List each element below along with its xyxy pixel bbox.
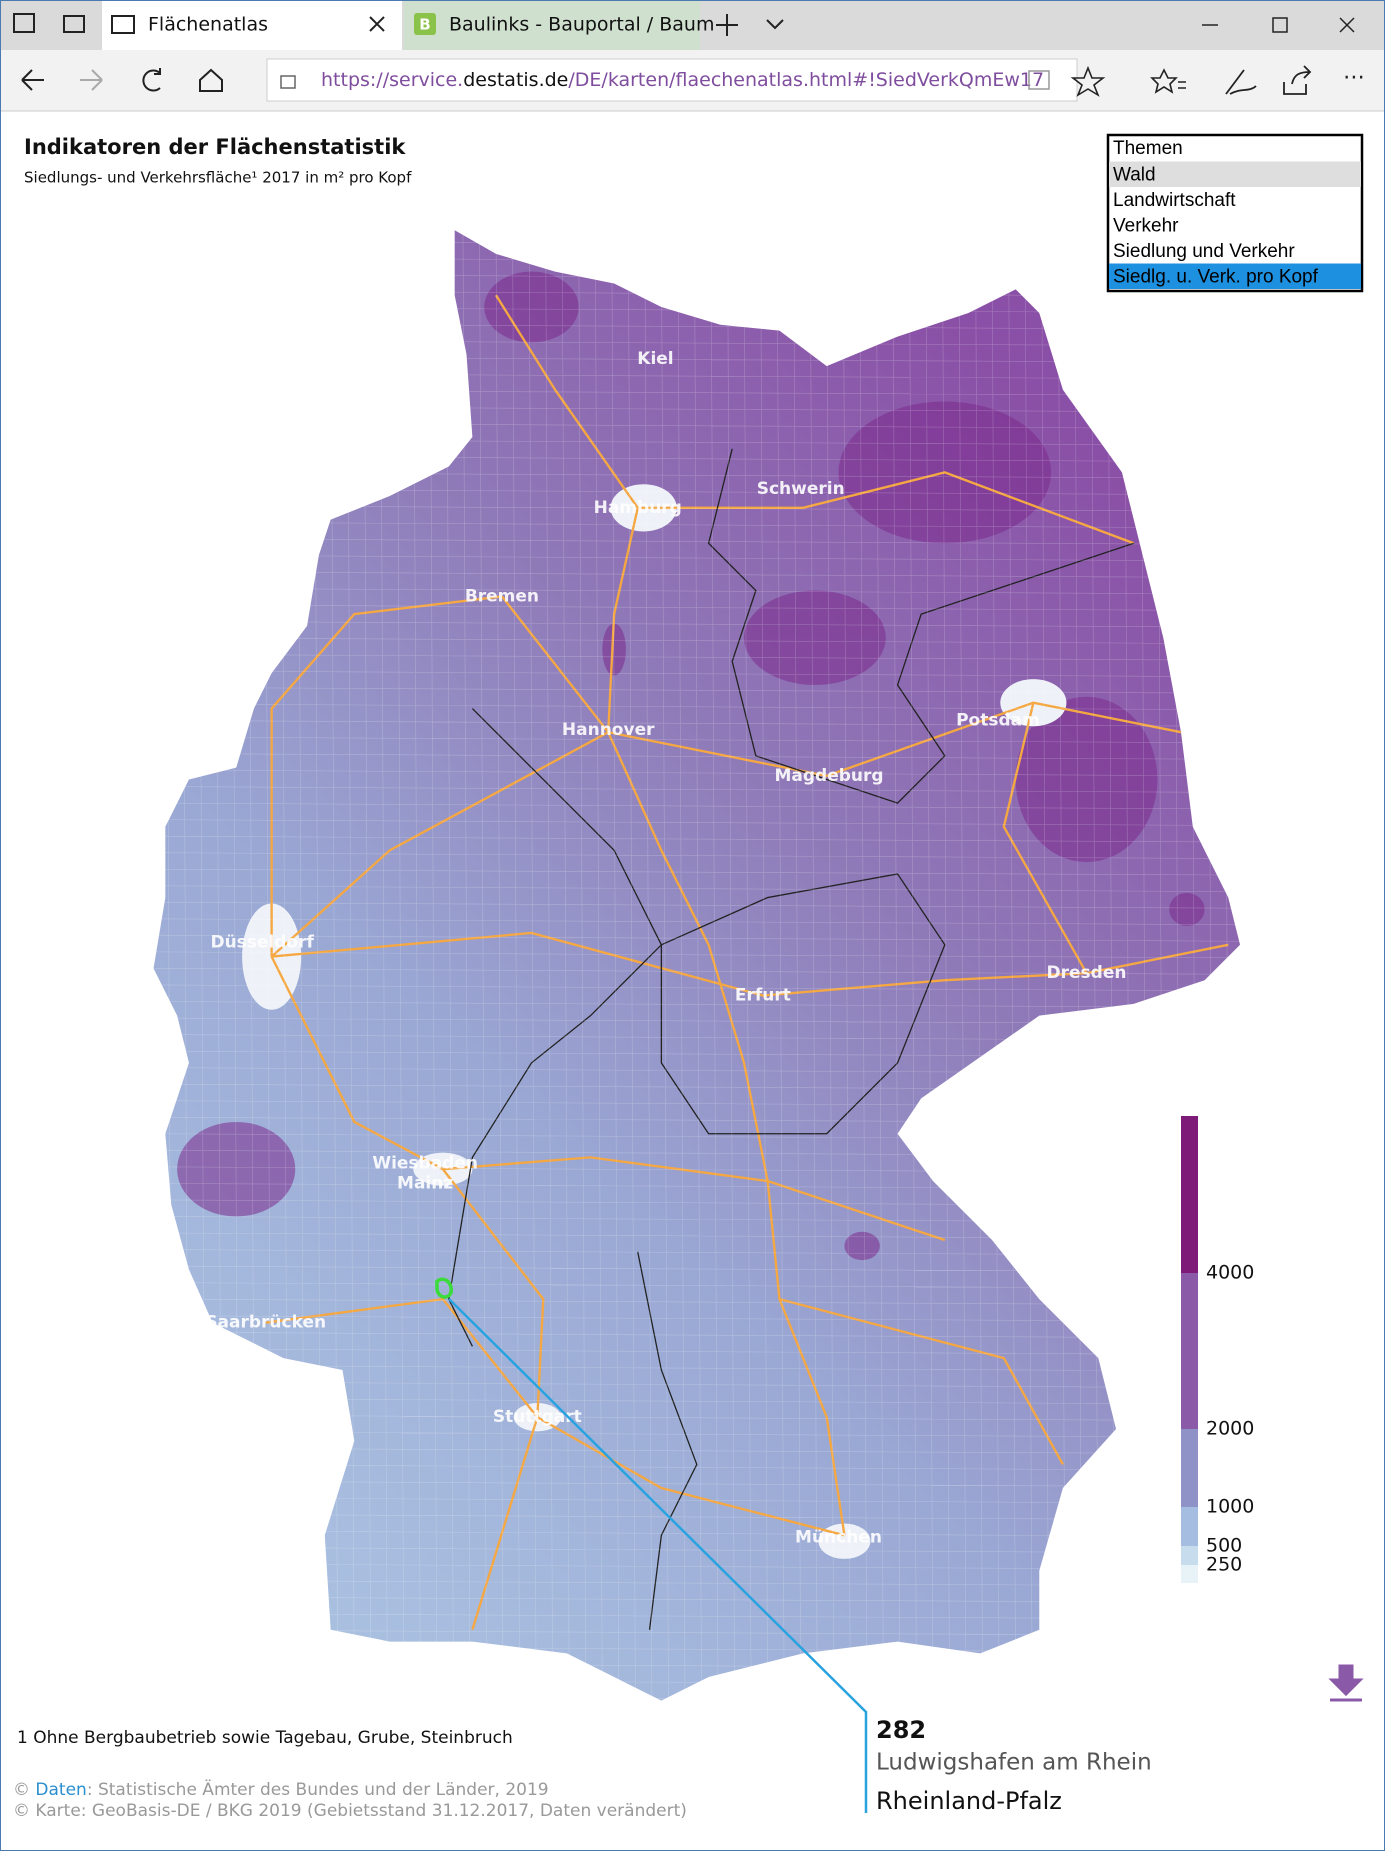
theme-option[interactable]: Wald bbox=[1113, 164, 1156, 185]
city-label: Hamburg bbox=[594, 498, 682, 518]
refresh[interactable] bbox=[142, 68, 161, 92]
tab-list[interactable] bbox=[766, 19, 784, 30]
url-prefix: https://service. bbox=[321, 69, 463, 91]
favorites-hub[interactable] bbox=[1150, 68, 1186, 94]
city-label: Saarbrücken bbox=[205, 1313, 326, 1333]
favicon-letter: B bbox=[419, 16, 430, 34]
tooltip-state: Rheinland-Pfalz bbox=[876, 1787, 1062, 1815]
theme-header: Themen bbox=[1113, 138, 1183, 159]
tab-title[interactable]: Flächenatlas bbox=[148, 14, 268, 36]
legend-swatch bbox=[1181, 1546, 1198, 1565]
tooltip-value: 282 bbox=[876, 1716, 926, 1744]
copyright: © bbox=[13, 1780, 30, 1800]
legend-swatch bbox=[1181, 1116, 1198, 1273]
credits-text: : Statistische Ämter des Bundes und der … bbox=[87, 1779, 549, 1800]
city-label: Düsseldorf bbox=[210, 932, 314, 952]
theme-option[interactable]: Siedlg. u. Verk. pro Kopf bbox=[1113, 266, 1319, 287]
url-path: /DE/karten/flaechenatlas.html#!SiedVerkQ… bbox=[568, 69, 1044, 91]
page-title: Indikatoren der Flächenstatistik bbox=[24, 135, 406, 159]
page-subtitle: Siedlungs- und Verkehrsfläche¹ 2017 in m… bbox=[24, 169, 412, 187]
city-label: Kiel bbox=[637, 349, 673, 369]
credits-data: © Daten: Statistische Ämter des Bundes u… bbox=[13, 1779, 549, 1800]
city-label: Magdeburg bbox=[775, 766, 884, 786]
address-bar[interactable] bbox=[266, 58, 1078, 102]
inactive-tab[interactable] bbox=[404, 0, 700, 50]
more-menu[interactable]: ⋯ bbox=[1343, 65, 1365, 90]
url[interactable]: https://service.destatis.de/DE/karten/fl… bbox=[321, 69, 1044, 91]
credits-map: © Karte: GeoBasis-DE / BKG 2019 (Gebiets… bbox=[13, 1801, 687, 1821]
city-label: München bbox=[795, 1528, 882, 1548]
reading-view[interactable] bbox=[1028, 70, 1050, 90]
maximize[interactable] bbox=[1272, 17, 1288, 33]
tooltip-name: Ludwigshafen am Rhein bbox=[876, 1750, 1152, 1776]
favorite[interactable] bbox=[1070, 65, 1106, 97]
city-label: Erfurt bbox=[735, 986, 791, 1006]
state-borders bbox=[448, 448, 1134, 1630]
city-label: Hannover bbox=[562, 720, 655, 740]
home[interactable] bbox=[199, 68, 223, 92]
lock-icon bbox=[280, 75, 296, 89]
theme-option[interactable]: Siedlung und Verkehr bbox=[1113, 241, 1295, 262]
city-label: Mainz bbox=[397, 1173, 453, 1193]
tab-icon[interactable] bbox=[13, 13, 35, 33]
city-label: Potsdam bbox=[956, 710, 1040, 730]
theme-option[interactable]: Verkehr bbox=[1113, 215, 1179, 236]
active-tab[interactable] bbox=[102, 0, 402, 50]
legend-label: 4000 bbox=[1206, 1262, 1254, 1284]
municipality-borders bbox=[153, 224, 1241, 1703]
share[interactable] bbox=[1283, 65, 1312, 95]
selected-municipality[interactable] bbox=[435, 1277, 453, 1299]
legend-label: 2000 bbox=[1206, 1418, 1254, 1440]
forward[interactable] bbox=[80, 69, 103, 91]
set-aside-icon[interactable] bbox=[63, 15, 85, 33]
legend-swatch bbox=[1181, 1429, 1198, 1507]
city-label: Wiesbaden bbox=[372, 1153, 478, 1173]
data-link[interactable]: Daten bbox=[35, 1780, 86, 1800]
download[interactable] bbox=[1328, 1664, 1364, 1702]
city-label: Stuttgart bbox=[493, 1407, 582, 1427]
tooltip-leader bbox=[448, 1298, 868, 1813]
city-labels: Kiel Hamburg Schwerin Bremen Hannover Potsdam… bbox=[205, 349, 1126, 1548]
notes[interactable] bbox=[1225, 69, 1257, 95]
favicon bbox=[111, 15, 135, 34]
theme-selected[interactable] bbox=[1109, 263, 1361, 290]
legend-label: 500 bbox=[1206, 1535, 1242, 1557]
url-host: destatis.de bbox=[463, 69, 568, 91]
city-label: Dresden bbox=[1047, 963, 1127, 983]
legend-label: 1000 bbox=[1206, 1496, 1254, 1518]
theme-option[interactable]: Landwirtschaft bbox=[1113, 190, 1236, 211]
back[interactable] bbox=[21, 69, 44, 91]
high-density-areas bbox=[177, 271, 1205, 1261]
legend-label: 250 bbox=[1206, 1554, 1242, 1576]
theme-list: Themen Wald Landwirtschaft Verkehr Siedlung … bbox=[1109, 138, 1361, 289]
tab-title[interactable]: Baulinks - Bauportal / Baum bbox=[449, 14, 714, 36]
legend-swatch bbox=[1181, 1273, 1198, 1429]
map[interactable] bbox=[153, 224, 1241, 1703]
legend-swatch bbox=[1181, 1507, 1198, 1546]
favicon bbox=[414, 13, 436, 35]
footnote: 1 Ohne Bergbaubetrieb sowie Tagebau, Gru… bbox=[17, 1728, 513, 1748]
motorways bbox=[265, 294, 1229, 1631]
tab-close[interactable] bbox=[369, 16, 385, 32]
city-label: Schwerin bbox=[757, 479, 845, 499]
legend-swatch bbox=[1181, 1565, 1198, 1583]
new-tab[interactable] bbox=[716, 14, 738, 36]
close-window[interactable] bbox=[1339, 17, 1355, 33]
city-label: Bremen bbox=[465, 586, 539, 606]
theme-hovered[interactable] bbox=[1109, 161, 1361, 188]
